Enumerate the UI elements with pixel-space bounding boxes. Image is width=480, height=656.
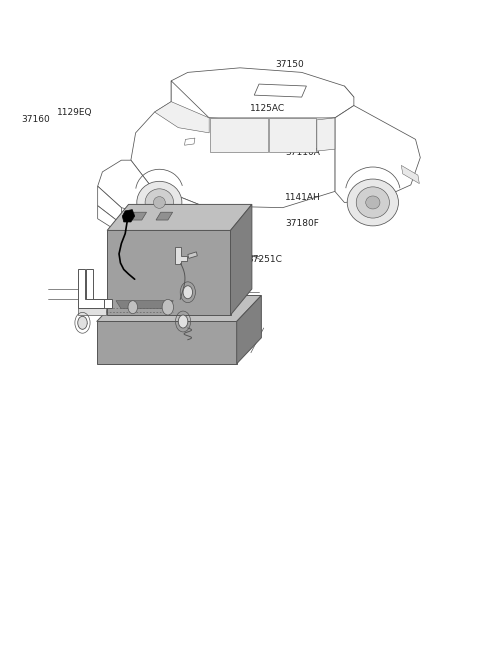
Polygon shape [122, 210, 135, 222]
Polygon shape [317, 118, 335, 151]
Polygon shape [116, 300, 173, 308]
Text: 37110A: 37110A [285, 148, 320, 157]
Ellipse shape [137, 181, 182, 224]
Polygon shape [131, 81, 335, 208]
Polygon shape [237, 295, 261, 364]
Ellipse shape [366, 196, 380, 209]
Polygon shape [401, 165, 420, 184]
Polygon shape [335, 106, 420, 203]
Ellipse shape [356, 187, 389, 218]
Text: 37180F: 37180F [285, 219, 319, 228]
Polygon shape [97, 206, 121, 234]
Circle shape [78, 316, 87, 329]
Text: 1141AH: 1141AH [285, 194, 321, 203]
Polygon shape [269, 118, 316, 152]
Polygon shape [97, 186, 121, 224]
Polygon shape [155, 102, 209, 133]
Polygon shape [96, 321, 237, 364]
Polygon shape [188, 252, 197, 258]
Polygon shape [97, 160, 202, 224]
Polygon shape [254, 84, 306, 97]
Polygon shape [78, 270, 104, 308]
Polygon shape [96, 295, 261, 321]
Text: 1125AC: 1125AC [250, 104, 285, 113]
Circle shape [179, 315, 188, 328]
Circle shape [183, 286, 192, 298]
Polygon shape [86, 270, 112, 308]
Ellipse shape [347, 179, 398, 226]
Circle shape [128, 300, 137, 314]
Polygon shape [156, 213, 173, 220]
Text: 37160: 37160 [22, 115, 50, 125]
Ellipse shape [154, 197, 165, 209]
Polygon shape [230, 205, 252, 315]
Polygon shape [210, 118, 268, 152]
Polygon shape [171, 68, 354, 121]
Text: 37251C: 37251C [247, 255, 282, 264]
Text: 1129EQ: 1129EQ [57, 108, 93, 117]
Polygon shape [175, 247, 187, 264]
Circle shape [162, 299, 174, 315]
Text: 37150: 37150 [276, 60, 304, 69]
Ellipse shape [145, 189, 174, 216]
Polygon shape [107, 230, 230, 315]
Polygon shape [107, 205, 252, 230]
Polygon shape [184, 138, 195, 145]
Polygon shape [130, 213, 146, 220]
Polygon shape [78, 308, 106, 315]
